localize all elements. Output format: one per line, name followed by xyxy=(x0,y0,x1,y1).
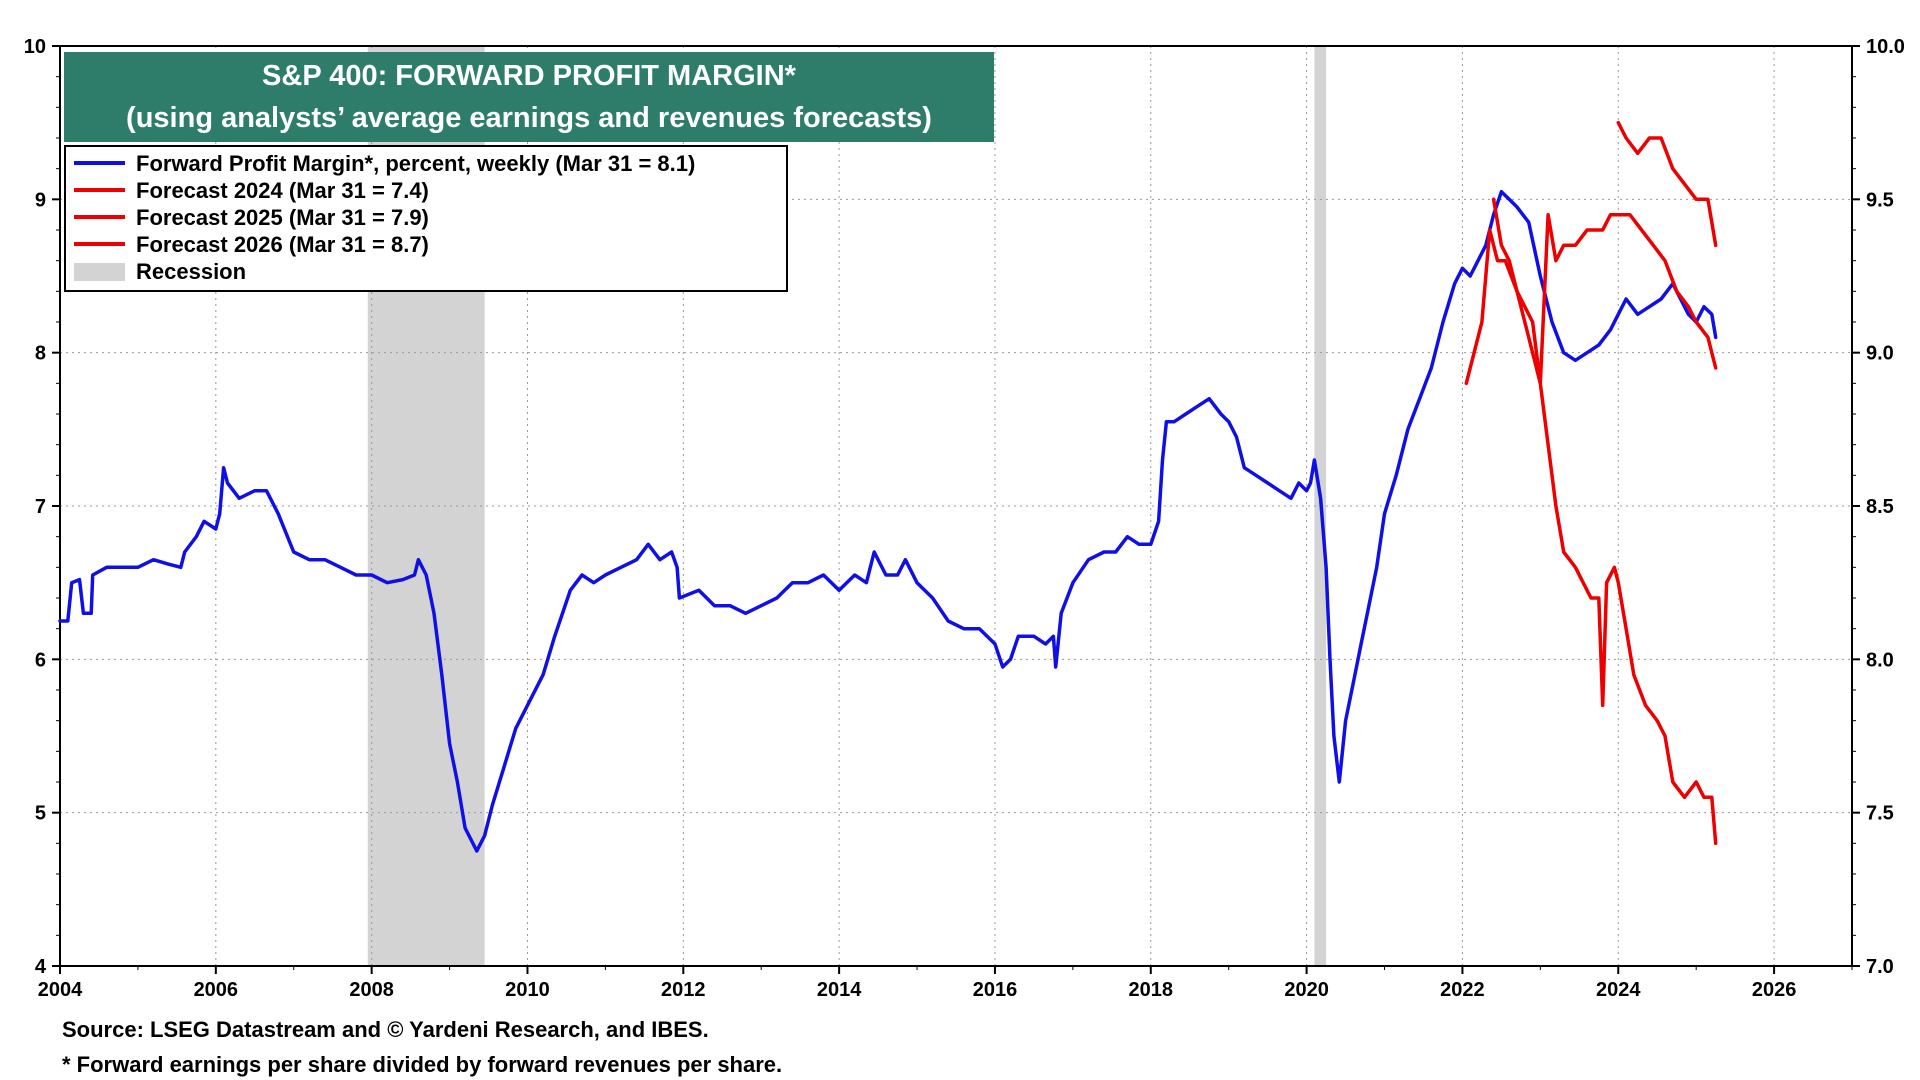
x-tick-label: 2010 xyxy=(505,979,550,1001)
x-tick-label: 2014 xyxy=(817,979,862,1001)
series-line-1 xyxy=(1491,197,1718,846)
legend-label: Forecast 2026 (Mar 31 = 8.7) xyxy=(136,232,429,257)
x-tick-label: 2004 xyxy=(38,979,83,1001)
x-tick-label: 2020 xyxy=(1284,979,1329,1001)
grid-lines xyxy=(60,46,1852,966)
y-right-tick-label: 7.5 xyxy=(1866,803,1894,825)
x-tick-label: 2008 xyxy=(349,979,394,1001)
y-left-tick-label: 8 xyxy=(35,343,46,365)
y-right-tick-label: 8.5 xyxy=(1866,496,1894,518)
y-right-tick-label: 9.0 xyxy=(1866,343,1894,365)
title-line-2: (using analysts’ average earnings and re… xyxy=(126,102,932,134)
series-line-3 xyxy=(1616,120,1718,248)
legend-box xyxy=(64,145,788,292)
y-right-tick-label: 8.0 xyxy=(1866,649,1894,671)
legend-item: Forecast 2025 (Mar 31 = 7.9) xyxy=(74,205,429,230)
y-right-tick-label: 9.5 xyxy=(1866,189,1894,211)
source-note: Source: LSEG Datastream and © Yardeni Re… xyxy=(62,1017,709,1042)
y-left-tick-label: 9 xyxy=(35,189,46,211)
y-left-tick-label: 4 xyxy=(35,956,47,978)
y-right-tick-label: 7.0 xyxy=(1866,956,1894,978)
x-tick-label: 2024 xyxy=(1596,979,1641,1001)
legend-label: Forecast 2024 (Mar 31 = 7.4) xyxy=(136,178,429,203)
x-tick-label: 2016 xyxy=(973,979,1018,1001)
title-background xyxy=(64,52,994,142)
series-line-2 xyxy=(1464,212,1718,386)
x-tick-label: 2012 xyxy=(661,979,706,1001)
legend: Forward Profit Margin*, percent, weekly … xyxy=(64,145,788,292)
legend-label: Recession xyxy=(136,259,246,284)
legend-item: Forward Profit Margin*, percent, weekly … xyxy=(74,151,695,176)
y-left-tick-label: 6 xyxy=(35,649,46,671)
legend-item: Recession xyxy=(74,259,246,284)
definition-note: * Forward earnings per share divided by … xyxy=(62,1052,783,1077)
y-left-tick-label: 7 xyxy=(35,496,46,518)
x-tick-label: 2022 xyxy=(1440,979,1485,1001)
series-lines xyxy=(58,120,1718,853)
y-left-tick-label: 5 xyxy=(35,803,46,825)
legend-item: Forecast 2024 (Mar 31 = 7.4) xyxy=(74,178,429,203)
y-left-tick-label: 10 xyxy=(24,36,46,58)
axis-ticks: 2004 2006 2008 2010 2012 2014 2016 2018 2020 2022… xyxy=(24,36,1905,1001)
legend-label: Forecast 2025 (Mar 31 = 7.9) xyxy=(136,205,429,230)
y-right-tick-label: 10.0 xyxy=(1866,36,1905,58)
series-line-0 xyxy=(58,189,1718,853)
legend-swatch-recession xyxy=(74,263,125,281)
x-tick-label: 2006 xyxy=(194,979,239,1001)
legend-label: Forward Profit Margin*, percent, weekly … xyxy=(136,151,695,176)
x-tick-label: 2026 xyxy=(1752,979,1797,1001)
title-line-1: S&P 400: FORWARD PROFIT MARGIN* xyxy=(262,60,797,92)
legend-item: Forecast 2026 (Mar 31 = 8.7) xyxy=(74,232,429,257)
chart-title: S&P 400: FORWARD PROFIT MARGIN* (using a… xyxy=(64,52,994,142)
x-tick-label: 2018 xyxy=(1129,979,1174,1001)
